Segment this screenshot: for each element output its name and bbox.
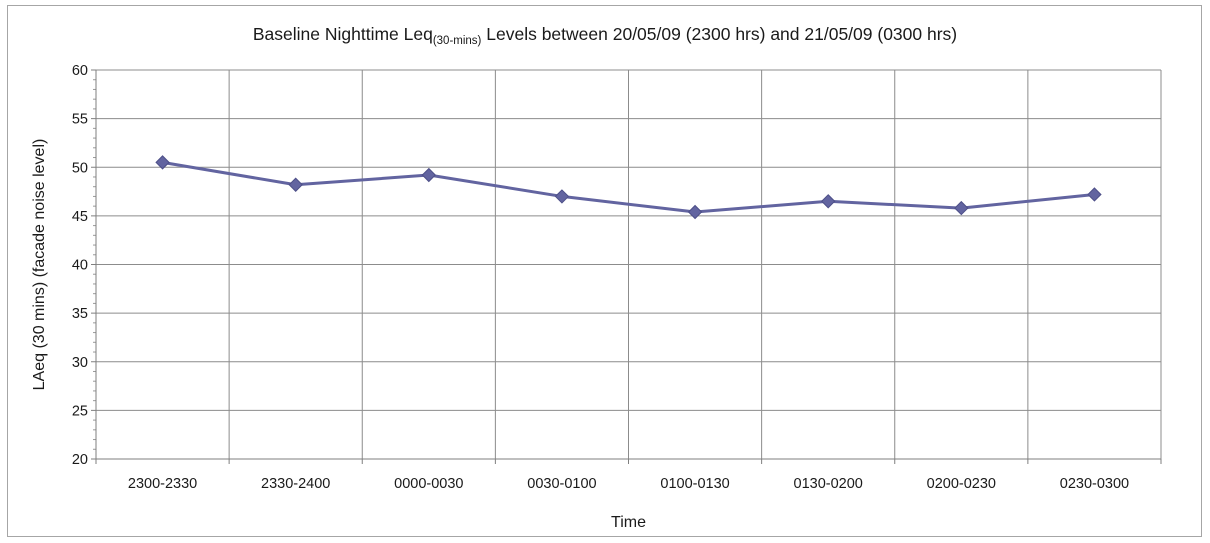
chart-title-rest: Levels between 20/05/09 (2300 hrs) and 2…: [481, 24, 958, 44]
data-point-marker: [288, 177, 303, 192]
y-tick-label: 30: [72, 355, 88, 371]
x-tick-labels: 2300-2330 2330-2400 0000-0030 0030-0100 0100…: [128, 476, 1129, 492]
data-point-marker: [954, 200, 969, 216]
series-line: [162, 160, 1095, 214]
gridlines: [96, 69, 1162, 459]
data-point-marker: [687, 204, 703, 220]
chart-title-main: Baseline Nighttime Leq: [252, 24, 433, 44]
x-tick-label: 0100-0130: [660, 476, 729, 492]
y-tick-label: 35: [72, 306, 88, 322]
x-tick-label: 0130-0200: [794, 476, 863, 492]
data-point-marker: [554, 189, 570, 204]
y-axis-title: LAeq (30 mins) (facade noise level): [31, 139, 48, 391]
data-point-marker: [1087, 187, 1102, 202]
chart-title: Baseline Nighttime Leq(30-mins) Levels b…: [0, 24, 1210, 47]
x-tick-label: 2300-2330: [128, 476, 197, 492]
axes: [91, 69, 1162, 464]
x-tick-label: 2330-2400: [261, 476, 330, 492]
y-tick-label: 45: [72, 209, 88, 225]
x-tick-label: 0030-0100: [527, 476, 596, 492]
y-tick-label: 55: [72, 112, 88, 128]
series-group: [155, 155, 1102, 220]
data-point-marker: [820, 194, 836, 209]
x-tick-label: 0200-0230: [927, 476, 996, 492]
x-axis-title: Time: [611, 514, 646, 531]
x-tick-label: 0000-0030: [394, 476, 463, 492]
y-tick-label: 20: [72, 452, 88, 468]
x-tick-label: 0230-0300: [1060, 476, 1129, 492]
y-tick-label: 25: [72, 403, 88, 419]
data-point-marker: [155, 155, 170, 170]
chart-title-subscript: (30-mins): [432, 35, 482, 47]
y-tick-label: 50: [72, 160, 88, 176]
y-tick-label: 60: [72, 63, 88, 79]
data-point-marker: [421, 167, 437, 183]
y-tick-label: 40: [72, 258, 88, 274]
chart-frame: [7, 5, 1202, 537]
y-tick-labels: 20 25 30 35 40 45 50 55 60: [72, 63, 88, 468]
